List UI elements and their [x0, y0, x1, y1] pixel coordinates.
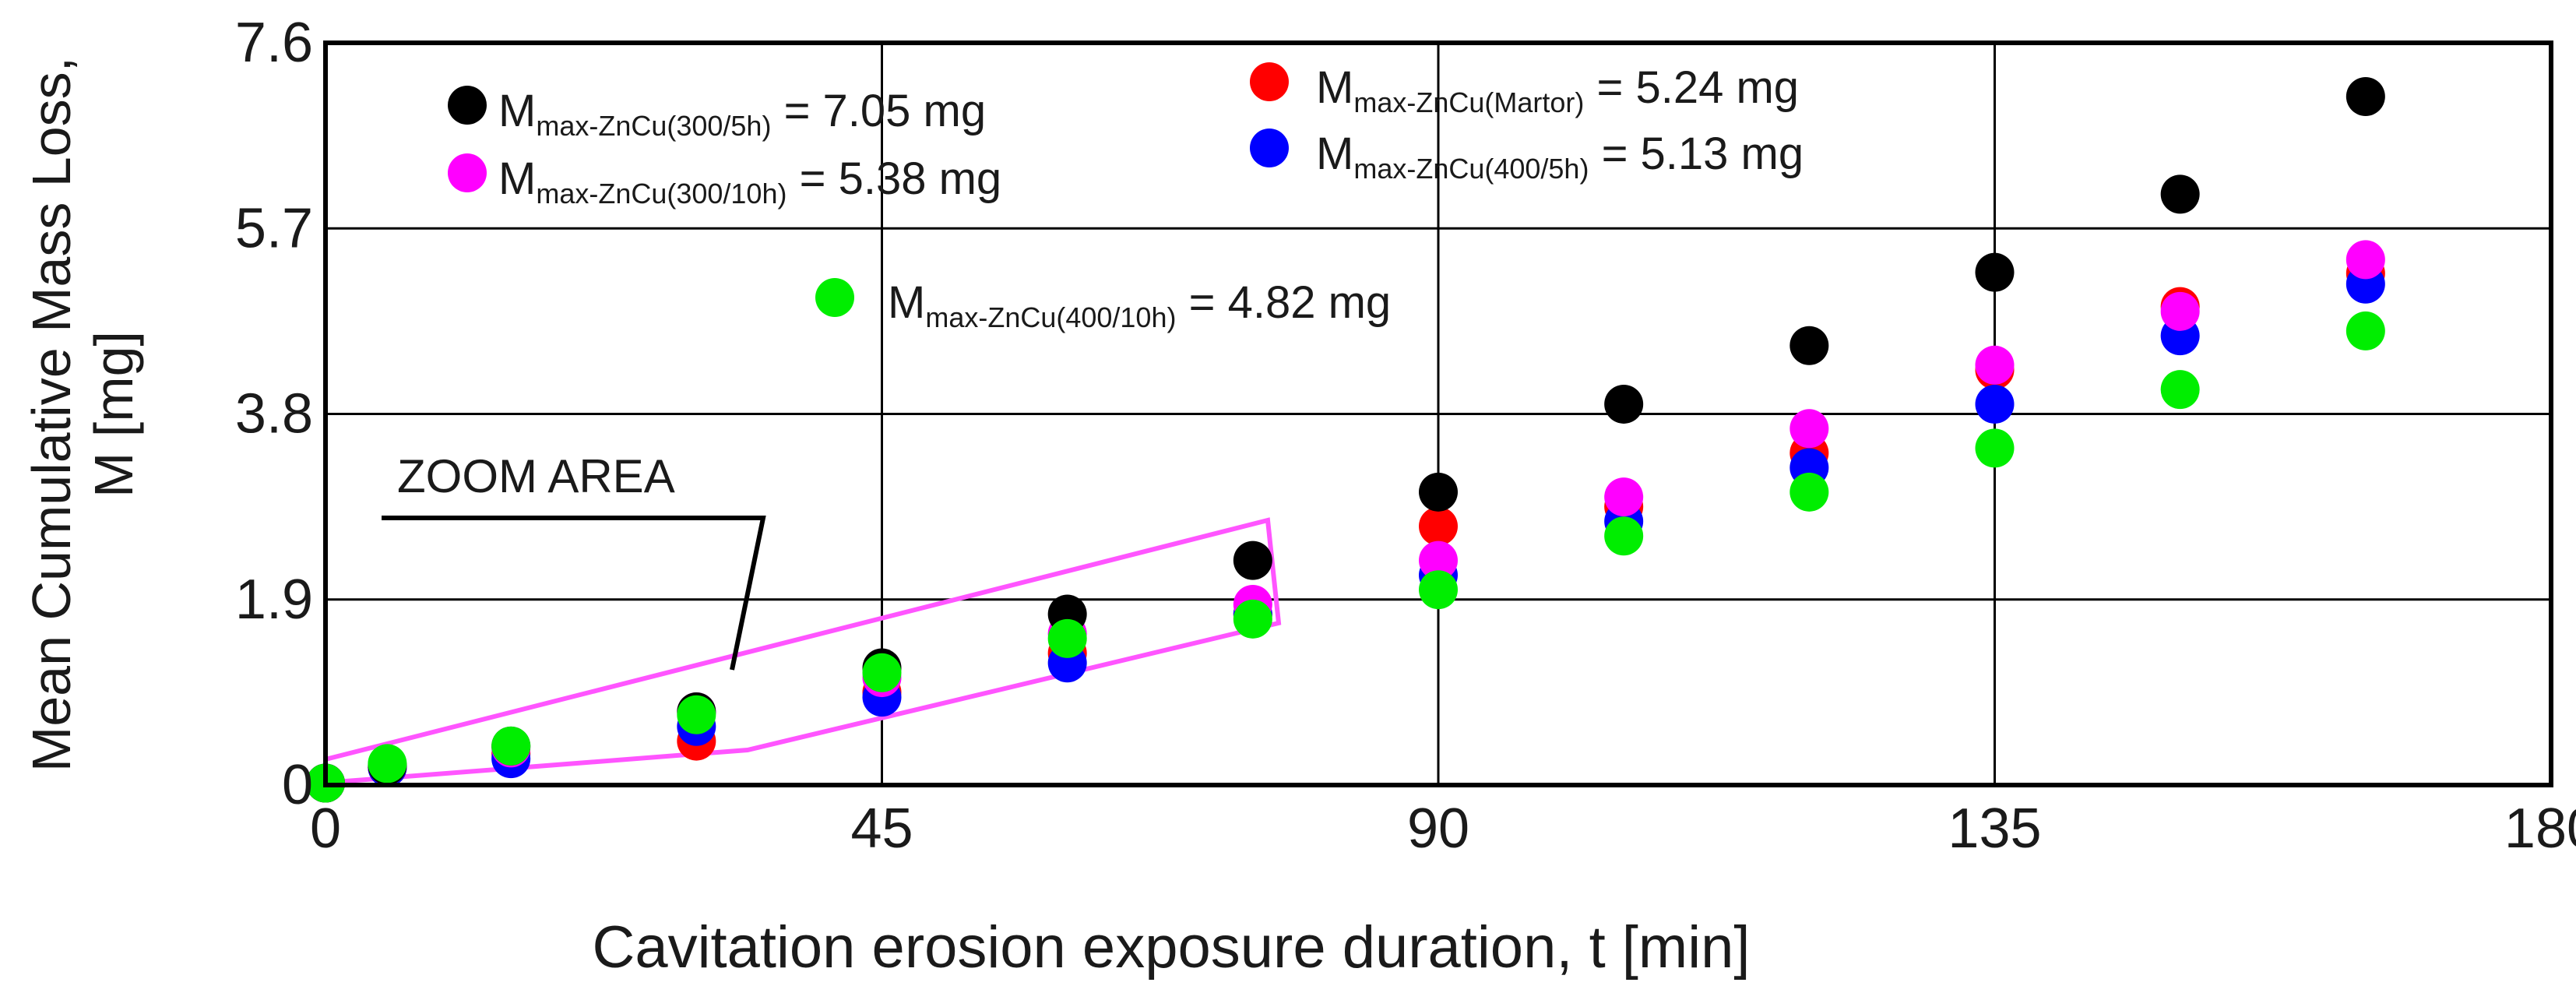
data-points — [306, 76, 2385, 803]
data-point — [1233, 599, 1272, 639]
legend-entry: Mmax-ZnCu(Martor) = 5.24 mg — [1316, 62, 1799, 118]
legend-entry: Mmax-ZnCu(300/10h) = 5.38 mg — [498, 153, 1001, 210]
data-point — [1604, 516, 1644, 556]
data-point — [1975, 252, 2015, 292]
y-tick-label: 0 — [282, 754, 313, 816]
data-point — [1604, 477, 1644, 517]
data-point — [1975, 384, 2015, 424]
data-point — [677, 695, 716, 734]
legend-marker — [1250, 62, 1289, 101]
data-point — [2160, 291, 2200, 331]
data-point — [2345, 240, 2385, 280]
data-point — [2160, 370, 2200, 410]
y-tick-label: 7.6 — [235, 12, 313, 74]
x-tick-label: 45 — [850, 798, 913, 860]
legend-entry: Mmax-ZnCu(400/10h) = 4.82 mg — [888, 277, 1391, 333]
data-point — [491, 726, 531, 766]
y-tick-label: 5.7 — [235, 197, 313, 259]
legend-entry: Mmax-ZnCu(300/5h) = 7.05 mg — [498, 86, 986, 142]
data-point — [1233, 541, 1272, 580]
legend-marker — [815, 278, 854, 317]
data-point — [368, 744, 407, 783]
data-point — [1419, 570, 1458, 610]
data-point — [1789, 409, 1829, 449]
legend-marker — [1250, 129, 1289, 167]
y-tick-label: 3.8 — [235, 383, 313, 445]
zoom-area-callout-line — [382, 516, 766, 671]
data-point — [2160, 174, 2200, 214]
x-tick-label: 0 — [310, 798, 341, 860]
x-tick-label: 180 — [2504, 798, 2576, 860]
data-point — [2345, 76, 2385, 116]
plot-frame — [323, 40, 2553, 787]
data-point — [862, 653, 902, 692]
data-point — [1419, 472, 1458, 512]
data-point — [1419, 541, 1458, 580]
tick-labels: 0 45 90 135 180 0 1.9 3.8 5.7 7.6 — [235, 12, 2576, 860]
y-tick-label: 1.9 — [235, 569, 313, 631]
legend-marker — [448, 86, 487, 125]
legend: Mmax-ZnCu(Martor) = 5.24 mg Mmax-ZnCu(400… — [448, 62, 1804, 333]
y-axis-label-line2: M [mg] — [83, 331, 144, 498]
data-point — [1789, 326, 1829, 365]
legend-marker — [448, 153, 487, 192]
data-point — [1975, 428, 2015, 468]
y-axis-label-line1: Mean Cumulative Mass Loss, — [21, 57, 82, 772]
data-point — [1789, 472, 1829, 512]
data-point — [1975, 345, 2015, 385]
x-tick-label: 135 — [1948, 798, 2041, 860]
data-point — [2345, 311, 2385, 350]
data-point — [1604, 384, 1644, 424]
x-axis-label: Cavitation erosion exposure duration, t … — [592, 914, 1750, 981]
zoom-area-label: ZOOM AREA — [397, 450, 675, 502]
data-point — [1419, 506, 1458, 546]
data-point — [1047, 618, 1087, 658]
x-tick-label: 90 — [1407, 798, 1469, 860]
legend-entry: Mmax-ZnCu(400/5h) = 5.13 mg — [1316, 129, 1804, 185]
